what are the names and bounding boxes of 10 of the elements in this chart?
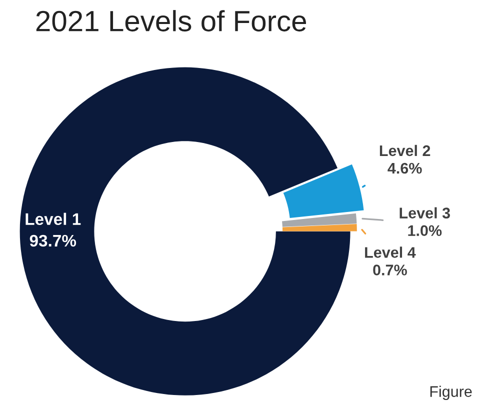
data-label: 1.0% [408, 225, 442, 236]
text: Figure [430, 386, 472, 400]
slice-label: Level 4 [365, 246, 416, 258]
data-label: 0.7% [373, 264, 407, 276]
chart-title: 2021 Levels of Force [36, 10, 306, 32]
slice-label: Level 1 [26, 212, 81, 226]
data-label: 93.7% [30, 234, 76, 247]
slice-label: Level 2 [380, 144, 430, 156]
data-label: 4.6% [388, 162, 422, 174]
slice-label: Level 3 [400, 207, 450, 218]
